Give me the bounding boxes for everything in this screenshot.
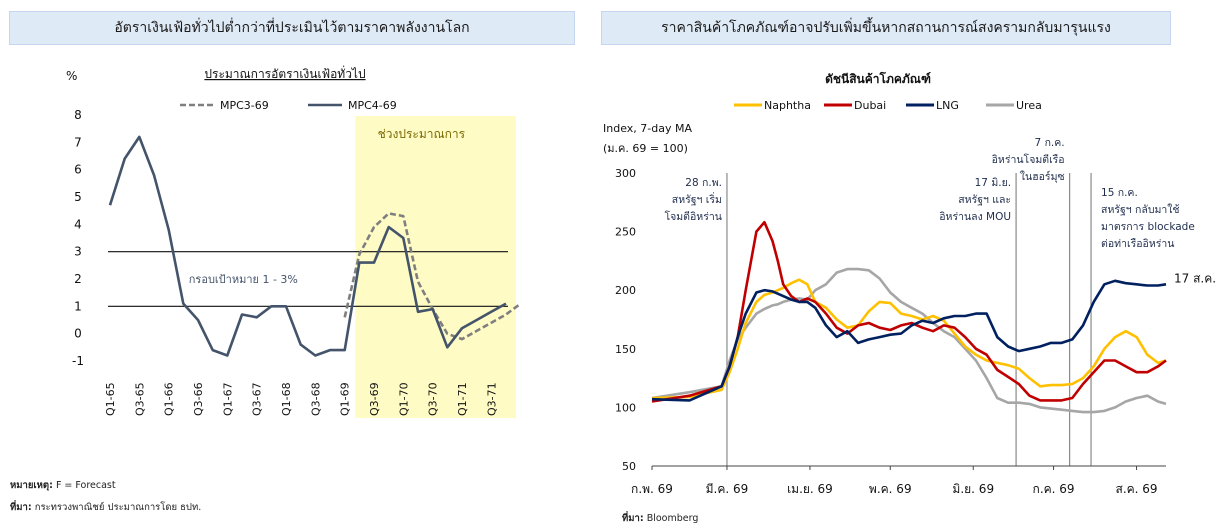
forecast-period-band [355,116,516,418]
x-tick-label: Q1-66 [163,382,176,416]
event-annotation: โจมตีอิหร่าน [664,210,721,223]
end-date-label: 17 ส.ค. [1174,271,1216,285]
y-axis-label-base: (ม.ค. 69 = 100) [603,142,688,155]
source-label: ที่มา: [10,502,32,513]
chart-title: ประมาณการอัตราเงินเฟ้อทั่วไป [204,65,365,81]
y-axis-label: % [66,69,77,83]
x-tick-label: Q3-65 [133,382,146,416]
x-tick-label: เม.ย. 69 [787,482,833,496]
y-tick-label: 6 [74,163,82,177]
x-tick-label: ส.ค. 69 [1116,482,1158,496]
x-tick-label: Q3-69 [368,382,381,416]
series-line-urea [651,267,1167,414]
y-tick-label: 300 [615,167,636,180]
legend: Naphtha Dubai LNG Urea [734,99,1042,112]
left-panel-header-text: อัตราเงินเฟ้อทั่วไปต่ำกว่าที่ประเมินไว้ต… [114,20,470,36]
x-tick-label: Q3-71 [485,382,498,416]
right-panel-header-text: ราคาสินค้าโภคภัณฑ์อาจปรับเพิ่มขึ้นหากสถา… [661,20,1111,36]
y-tick-label: 7 [74,135,82,149]
x-tick-label: Q1-70 [397,382,410,416]
legend-label-urea: Urea [1016,99,1042,112]
x-tick-label: Q3-67 [251,382,264,416]
x-tick-label: Q1-71 [456,382,469,416]
x-tick-label: พ.ค. 69 [869,482,912,496]
x-tick-label: มี.ค. 69 [706,482,749,496]
legend: MPC3-69 MPC4-69 [180,99,397,112]
y-tick-label: 200 [615,284,636,297]
event-annotation: ต่อท่าเรืออิหร่าน [1101,237,1174,250]
x-tick-label: Q1-65 [104,382,117,416]
x-tick-label: Q1-67 [221,382,234,416]
x-tick-label: Q1-68 [280,382,293,416]
source-text: กระทรวงพาณิชย์ ประมาณการโดย ธปท. [34,502,202,513]
y-axis-label: Index, 7-day MA [603,122,692,135]
y-tick-label: 100 [615,401,636,414]
note-label: หมายเหตุ: [10,480,53,491]
left-source: ที่มา: กระทรวงพาณิชย์ ประมาณการโดย ธปท. [10,500,201,515]
legend-label-mpc4: MPC4-69 [348,99,397,112]
event-annotation: อิหร่านโจมตีเรือ [992,153,1065,166]
right-source: ที่มา: Bloomberg [622,511,698,526]
x-tick-label: Q1-69 [339,382,352,416]
y-tick-label: 150 [615,343,636,356]
right-panel-header: ราคาสินค้าโภคภัณฑ์อาจปรับเพิ่มขึ้นหากสถา… [601,11,1171,45]
y-tick-label: 2 [74,272,82,286]
x-tick-label: มิ.ย. 69 [952,482,994,496]
legend-label-naphtha: Naphtha [764,99,811,112]
series-line-mpc4-69 [108,135,507,357]
y-tick-label: 5 [74,190,82,204]
chart-title: ดัชนีสินค้าโภคภัณฑ์ [825,71,931,86]
y-tick-label: 8 [74,108,82,122]
note-text: F = Forecast [55,480,116,491]
target-range-label: กรอบเป้าหมาย 1 - 3% [189,273,298,286]
left-note: หมายเหตุ: F = Forecast [10,478,116,493]
left-panel-header: อัตราเงินเฟ้อทั่วไปต่ำกว่าที่ประเมินไว้ต… [9,11,575,45]
source-text: Bloomberg [646,513,699,524]
y-tick-label: 3 [74,245,82,259]
series-line-lng [651,279,1167,402]
y-tick-label: 4 [74,217,82,231]
event-annotation: สหรัฐฯ กลับมาใช้ [1101,203,1180,216]
y-tick-label: 0 [74,327,82,341]
y-tick-label: 50 [622,460,636,473]
legend-label-lng: LNG [936,99,959,112]
event-annotation: 28 ก.พ. [685,177,722,189]
y-tick-label: 250 [615,226,636,239]
event-annotation: ในฮอร์มุซ [1020,170,1065,183]
legend-label-mpc3: MPC3-69 [220,99,269,112]
event-annotation: 17 มิ.ย. [975,177,1011,189]
event-annotation: มาตรการ blockade [1101,221,1195,233]
event-annotation: 7 ก.ค. [1035,137,1065,149]
event-annotation: อิหร่านลง MOU [939,211,1011,223]
inflation-forecast-chart: -1 0 1 2 3 4 5 6 7 8 Q1-65 Q3-65 Q1-66 Q3-66 Q1-67 Q3-6… [66,65,522,418]
source-label: ที่มา: [622,513,644,524]
event-annotation: สหรัฐฯ และ [958,194,1011,206]
event-annotation: 15 ก.ค. [1101,187,1138,199]
x-tick-label: Q3-66 [192,382,205,416]
x-tick-label: ก.พ. 69 [631,482,673,496]
forecast-band-label: ช่วงประมาณการ [378,127,466,141]
y-tick-label: -1 [72,354,84,368]
y-tick-label: 1 [74,299,82,313]
series-line-naphtha [651,278,1167,400]
event-annotation: สหรัฐฯ เริ่ม [672,192,722,206]
x-tick-label: ก.ค. 69 [1033,482,1075,496]
x-tick-label: Q3-70 [427,382,440,416]
series-line-dubai [651,220,1167,403]
legend-label-dubai: Dubai [854,99,886,112]
x-tick-label: Q3-68 [309,382,322,416]
